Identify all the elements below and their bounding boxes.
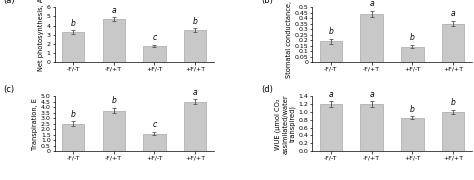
Bar bbox=[319, 41, 342, 62]
Text: a: a bbox=[369, 0, 374, 8]
Bar bbox=[360, 14, 383, 62]
Text: a: a bbox=[451, 9, 456, 18]
Bar bbox=[360, 104, 383, 151]
Text: (c): (c) bbox=[4, 85, 15, 94]
Text: c: c bbox=[152, 33, 156, 42]
Bar bbox=[143, 46, 166, 62]
Text: a: a bbox=[369, 90, 374, 99]
Text: a: a bbox=[193, 87, 198, 96]
Y-axis label: Transpiration, E: Transpiration, E bbox=[32, 98, 38, 150]
Bar bbox=[102, 19, 125, 62]
Bar bbox=[143, 134, 166, 151]
Text: b: b bbox=[71, 110, 75, 119]
Text: b: b bbox=[451, 98, 456, 107]
Text: b: b bbox=[111, 96, 116, 105]
Text: b: b bbox=[410, 105, 415, 114]
Text: b: b bbox=[193, 17, 198, 26]
Bar bbox=[442, 24, 465, 62]
Y-axis label: WUE (µmol CO₂
assimilated/water
transpired): WUE (µmol CO₂ assimilated/water transpir… bbox=[275, 94, 296, 154]
Text: b: b bbox=[328, 27, 333, 36]
Bar bbox=[401, 47, 424, 62]
Bar bbox=[184, 30, 207, 62]
Text: c: c bbox=[152, 120, 156, 129]
Bar bbox=[184, 102, 207, 151]
Bar bbox=[62, 32, 84, 62]
Bar bbox=[102, 111, 125, 151]
Text: a: a bbox=[328, 90, 333, 99]
Text: b: b bbox=[71, 19, 75, 28]
Text: a: a bbox=[111, 6, 116, 15]
Text: b: b bbox=[410, 33, 415, 42]
Bar bbox=[62, 124, 84, 151]
Bar bbox=[401, 118, 424, 151]
Text: (a): (a) bbox=[4, 0, 15, 5]
Y-axis label: Stomatal conductance, Gₛ: Stomatal conductance, Gₛ bbox=[286, 0, 292, 78]
Bar bbox=[442, 112, 465, 151]
Text: (d): (d) bbox=[262, 85, 273, 94]
Text: (b): (b) bbox=[262, 0, 273, 5]
Y-axis label: Net photosynthesis, A: Net photosynthesis, A bbox=[38, 0, 44, 71]
Bar bbox=[319, 104, 342, 151]
